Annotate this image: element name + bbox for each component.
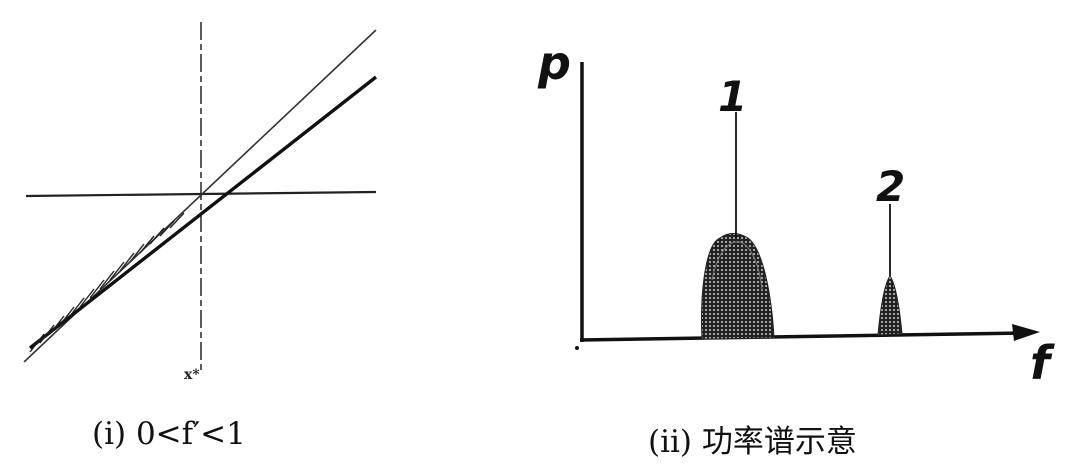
x-axis-label: f xyxy=(1030,336,1051,390)
peak-1-highlight xyxy=(711,241,763,291)
x-axis-arrow xyxy=(1012,324,1040,341)
peak-1-label: 1 xyxy=(718,72,748,121)
y-axis-label: p xyxy=(538,36,571,90)
spectrum-svg xyxy=(575,62,1040,350)
x-axis xyxy=(579,331,1029,342)
hatch-band xyxy=(29,212,185,353)
peak-1-lobe xyxy=(701,233,775,340)
line-plot-svg xyxy=(23,22,378,372)
fixed-point-label: x* xyxy=(184,367,200,383)
right-diagram: p f 1 2 (ⅱ) 功率谱示意 xyxy=(520,0,1074,468)
left-diagram: x* (ⅰ) 0<f′<1 xyxy=(0,0,400,468)
right-caption: (ⅱ) 功率谱示意 xyxy=(648,424,857,460)
left-caption: (ⅰ) 0<f′<1 xyxy=(92,416,246,452)
peak-2-lobe xyxy=(877,275,903,336)
origin-dot xyxy=(575,346,579,350)
map-line xyxy=(28,75,378,350)
peak-2-label: 2 xyxy=(876,162,906,211)
